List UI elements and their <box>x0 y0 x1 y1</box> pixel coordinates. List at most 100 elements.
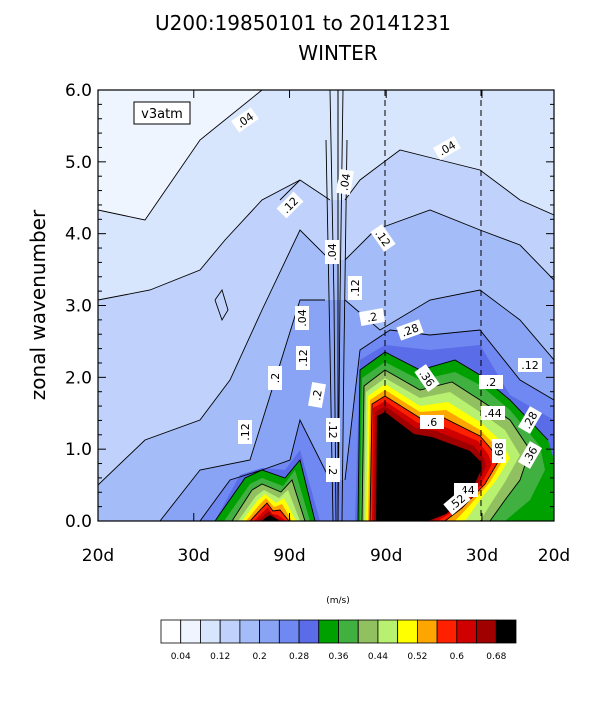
contour-label: .2 <box>358 308 386 326</box>
contour-label-text: .2 <box>269 373 282 384</box>
y-axis: 0.0 1.0 2.0 3.0 4.0 5.0 6.0 <box>65 81 554 532</box>
x-tick-label: 90d <box>273 546 305 566</box>
colorbar-swatch <box>357 619 379 644</box>
contour-label-layer: .04.04.04.04.04.12.12.12.12.12.12.12.2.2… <box>231 107 543 516</box>
contour-label-bg <box>492 439 506 463</box>
y-tick-label: 0.0 <box>65 512 92 532</box>
y-tick-label: 1.0 <box>65 440 92 460</box>
contour-label-text: .12 <box>239 423 252 441</box>
contour-label-bg <box>326 458 340 482</box>
x-tick-label: 30d <box>178 546 210 566</box>
contour-label-bg <box>295 306 309 330</box>
contour-label-bg <box>238 420 252 444</box>
contour-label-text: .2 <box>326 465 339 476</box>
chart-title: U200:19850101 to 20141231 <box>155 11 451 35</box>
contour-label: .2 <box>308 381 326 409</box>
legend-box-label: v3atm <box>141 107 183 122</box>
contour-label-bg <box>336 168 354 196</box>
x-axis: 20d 30d 90d 90d 30d 20d <box>82 90 570 566</box>
colorbar-label: 0.2 <box>252 652 266 662</box>
colorbar-swatch <box>278 619 300 644</box>
y-tick-label: 3.0 <box>65 297 92 317</box>
contour-label: .12 <box>326 418 340 442</box>
colorbar-swatch <box>397 619 418 644</box>
contour-label-text: .04 <box>326 243 339 261</box>
colorbar-swatch <box>200 619 221 644</box>
x-tick-label: 30d <box>466 546 498 566</box>
contour-label-bg <box>517 406 543 434</box>
x-tick-label: 20d <box>82 546 114 566</box>
colorbar-swatch <box>416 619 438 644</box>
contour-label-text: .6 <box>427 416 438 429</box>
colorbar-swatch <box>298 619 320 644</box>
x-tick-label: 90d <box>370 546 402 566</box>
contour-label-bg <box>443 488 471 516</box>
contour-label-bg <box>517 441 543 469</box>
colorbar-swatch <box>377 619 399 644</box>
contour-label-bg <box>231 107 259 133</box>
contour-label-text: .12 <box>349 279 362 297</box>
colorbar: (m/s) 0.04 0.12 0.2 0.28 0.36 0.44 0.52 0.6 0.68 <box>160 596 517 662</box>
colorbar-swatch <box>160 619 182 644</box>
colorbar-label: 0.28 <box>289 652 309 662</box>
colorbar-swatch <box>456 619 477 644</box>
colorbar-swatch <box>219 619 241 644</box>
colorbar-swatch <box>338 619 359 644</box>
colorbar-swatch <box>239 619 261 644</box>
colorbar-label: 0.52 <box>407 652 427 662</box>
contour-label-text: .12 <box>326 421 339 439</box>
legend-box: v3atm <box>133 101 191 125</box>
contour-label: .04 <box>325 240 339 264</box>
y-tick-label: 2.0 <box>65 368 92 388</box>
y-tick-label: 5.0 <box>65 153 92 173</box>
contour-label: .68 <box>492 439 506 463</box>
colorbar-swatch <box>259 619 280 644</box>
contour-label: .44 <box>481 406 505 420</box>
chart-subtitle: WINTER <box>298 41 377 65</box>
contour-label: .04 <box>336 168 354 196</box>
dashed-reference-lines <box>384 90 482 521</box>
contour-label: .12 <box>348 276 362 300</box>
contour-label: .12 <box>518 358 542 372</box>
contour-label: .6 <box>420 415 444 429</box>
contour-label-bg <box>268 366 282 390</box>
contour-label-bg <box>326 418 340 442</box>
contour-label: .28 <box>396 319 424 341</box>
y-tick-label: 4.0 <box>65 225 92 245</box>
contour-label-bg <box>276 191 304 219</box>
y-tick-label: 6.0 <box>65 81 92 101</box>
contour-label-text: .68 <box>493 442 506 460</box>
contour-label: .04 <box>295 306 309 330</box>
contour-label-bg <box>325 240 339 264</box>
contour-label-bg <box>358 308 386 326</box>
contour-label-bg <box>414 364 440 392</box>
contour-label-bg <box>420 415 444 429</box>
contour-label-bg <box>518 358 542 372</box>
contour-label-bg <box>296 346 310 370</box>
contour-label-bg <box>308 381 326 409</box>
contour-label: .12 <box>238 420 252 444</box>
contour-label-text: .2 <box>310 389 325 402</box>
contour-label-text: .44 <box>484 407 502 420</box>
colorbar-units: (m/s) <box>326 596 350 606</box>
contour-fill-layer <box>98 90 554 521</box>
contour-label-bg <box>348 276 362 300</box>
colorbar-swatch <box>318 619 339 644</box>
colorbar-label: 0.68 <box>486 652 506 662</box>
contour-label-bg <box>370 224 396 252</box>
colorbar-label: 0.04 <box>171 652 191 662</box>
colorbar-swatch <box>476 619 497 644</box>
contour-label-text: .2 <box>486 376 497 389</box>
contour-label-bg <box>479 375 503 389</box>
contour-label: .12 <box>296 346 310 370</box>
colorbar-swatch <box>436 619 458 644</box>
contour-label: .2 <box>326 458 340 482</box>
colorbar-label: 0.12 <box>210 652 230 662</box>
contour-label-text: .28 <box>400 321 421 339</box>
contour-label-text: .12 <box>521 359 539 372</box>
contour-label-bg <box>481 406 505 420</box>
colorbar-label: 0.44 <box>368 652 388 662</box>
colorbar-label: 0.6 <box>450 652 465 662</box>
contour-label-text: .04 <box>338 172 354 191</box>
